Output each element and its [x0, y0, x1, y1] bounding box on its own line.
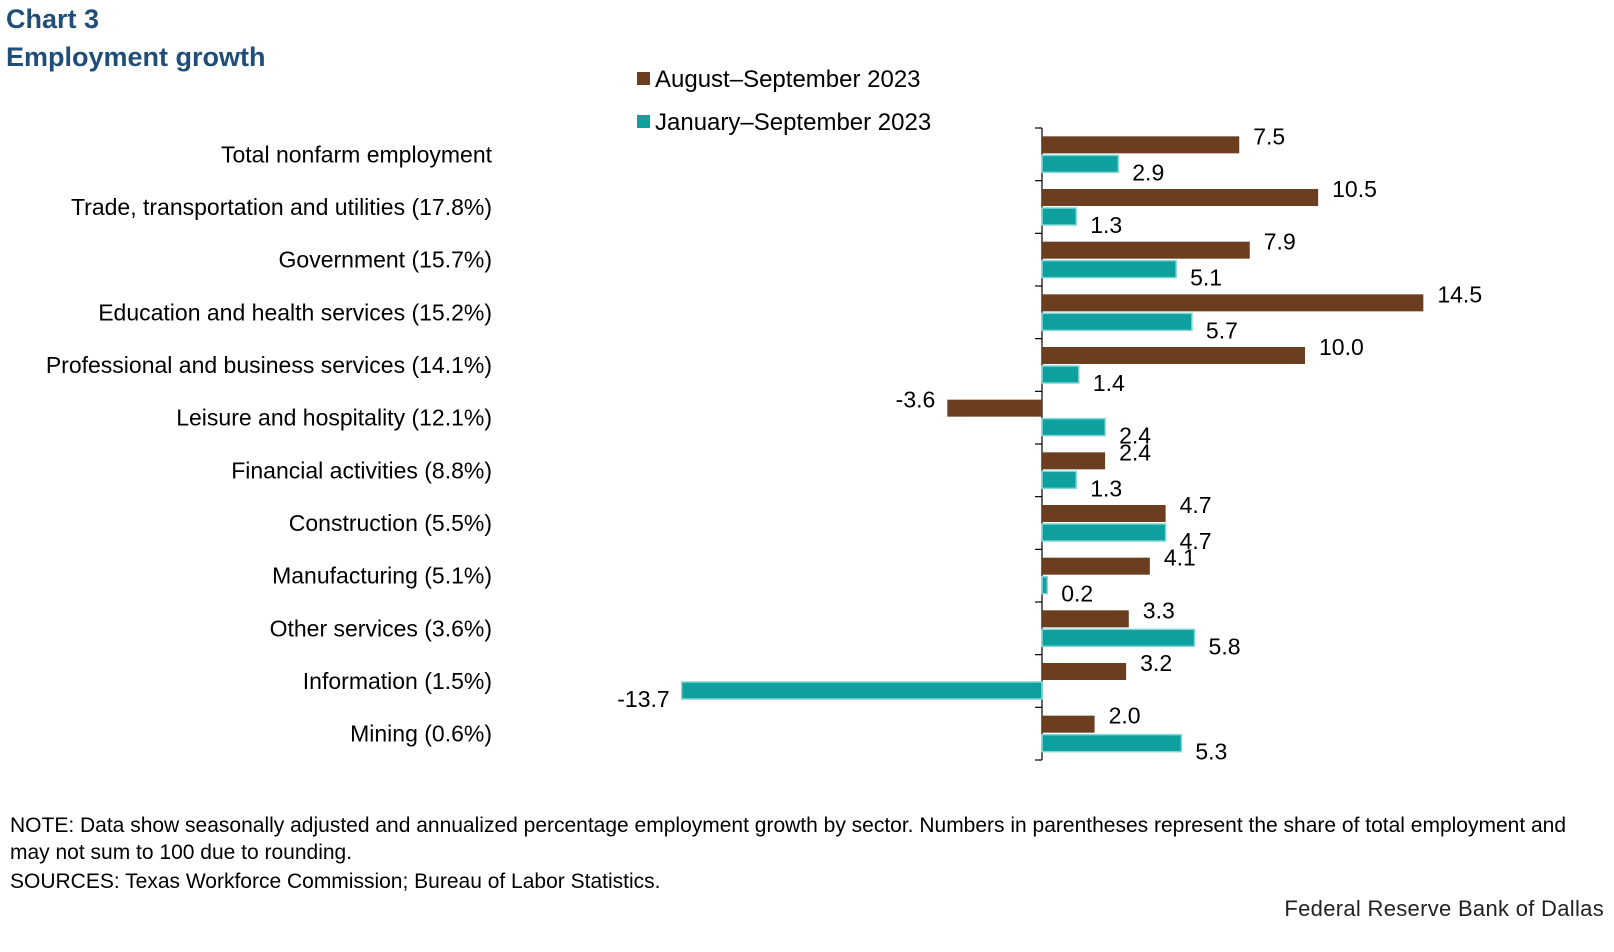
chart-note: NOTE: Data show seasonally adjusted and …	[10, 814, 1567, 864]
bar-aug-sep	[1042, 610, 1129, 628]
data-label-jan-sep: 1.3	[1090, 475, 1122, 501]
data-label-aug-sep: 2.0	[1109, 703, 1141, 729]
bar-aug-sep	[1042, 241, 1250, 259]
data-label-jan-sep: 5.7	[1206, 317, 1238, 343]
legend-swatch-1	[637, 115, 650, 128]
data-label-aug-sep: 7.9	[1264, 229, 1296, 255]
bar-jan-sep	[1041, 312, 1193, 332]
bar-aug-sep	[1042, 663, 1127, 680]
bar-jan-sep	[1041, 470, 1077, 490]
bar-jan-sep	[1041, 733, 1183, 753]
category-label: Other services (3.6%)	[270, 615, 492, 641]
bar-jan-sep	[1041, 523, 1167, 542]
data-label-aug-sep: 4.7	[1180, 492, 1212, 518]
bar-aug-sep	[1042, 452, 1106, 470]
data-label-jan-sep: 5.8	[1209, 633, 1241, 659]
category-label: Trade, transportation and utilities (17.…	[71, 194, 492, 220]
category-label: Government (15.7%)	[279, 247, 492, 273]
data-label-jan-sep: 2.9	[1132, 159, 1164, 185]
category-label: Construction (5.5%)	[289, 510, 492, 536]
category-label: Leisure and hospitality (12.1%)	[176, 405, 492, 431]
category-label: Mining (0.6%)	[350, 721, 492, 747]
bar-jan-sep	[1041, 154, 1120, 174]
legend-swatch-0	[637, 72, 650, 85]
legend-label-0: August–September 2023	[655, 66, 921, 93]
category-label: Professional and business services (14.1…	[46, 352, 492, 378]
category-label: Education and health services (15.2%)	[98, 299, 492, 325]
data-label-aug-sep: 2.4	[1119, 439, 1151, 465]
bar-aug-sep	[1042, 294, 1424, 312]
chart-title-line2: Employment growth	[6, 42, 266, 72]
data-label-jan-sep: 5.3	[1195, 739, 1227, 765]
data-label-jan-sep: 1.4	[1093, 370, 1125, 396]
data-label-jan-sep: 5.1	[1190, 265, 1222, 291]
data-label-aug-sep: -3.6	[896, 387, 936, 413]
category-label: Financial activities (8.8%)	[231, 457, 492, 483]
data-label-aug-sep: 3.2	[1140, 650, 1172, 676]
bar-jan-sep	[680, 681, 1043, 700]
chart-title-line1: Chart 3	[6, 4, 100, 34]
bar-aug-sep	[1042, 347, 1305, 364]
bar-jan-sep	[1041, 207, 1077, 226]
bar-jan-sep	[1041, 575, 1049, 595]
bar-aug-sep	[1042, 715, 1095, 733]
bar-aug-sep	[947, 399, 1042, 417]
data-label-aug-sep: 3.3	[1143, 597, 1175, 623]
bar-aug-sep	[1042, 505, 1166, 522]
bar-jan-sep	[1041, 628, 1196, 648]
data-label-jan-sep: 4.7	[1180, 528, 1212, 554]
data-label-aug-sep: 14.5	[1437, 281, 1482, 307]
bar-aug-sep	[1042, 189, 1319, 206]
data-label-jan-sep: 0.2	[1061, 581, 1093, 607]
data-label-jan-sep: -13.7	[617, 686, 669, 712]
data-label-aug-sep: 7.5	[1253, 123, 1285, 149]
bar-jan-sep	[1041, 417, 1106, 437]
data-label-aug-sep: 10.0	[1319, 334, 1364, 360]
bar-aug-sep	[1042, 557, 1150, 575]
publisher-credit: Federal Reserve Bank of Dallas	[1284, 896, 1604, 921]
bar-jan-sep	[1041, 259, 1177, 279]
chart-sources: SOURCES: Texas Workforce Commission; Bur…	[10, 870, 661, 893]
data-label-aug-sep: 4.1	[1164, 545, 1196, 571]
legend-label-1: January–September 2023	[655, 109, 931, 136]
data-label-aug-sep: 10.5	[1332, 176, 1377, 202]
category-label: Total nonfarm employment	[221, 141, 493, 167]
bar-chart: August–September 2023 January–September 2…	[46, 66, 1482, 765]
category-label: Information (1.5%)	[303, 668, 492, 694]
data-label-jan-sep: 2.4	[1119, 423, 1151, 449]
category-label: Manufacturing (5.1%)	[272, 563, 492, 589]
bar-aug-sep	[1042, 136, 1240, 154]
bar-jan-sep	[1041, 365, 1080, 384]
data-label-jan-sep: 1.3	[1090, 212, 1122, 238]
